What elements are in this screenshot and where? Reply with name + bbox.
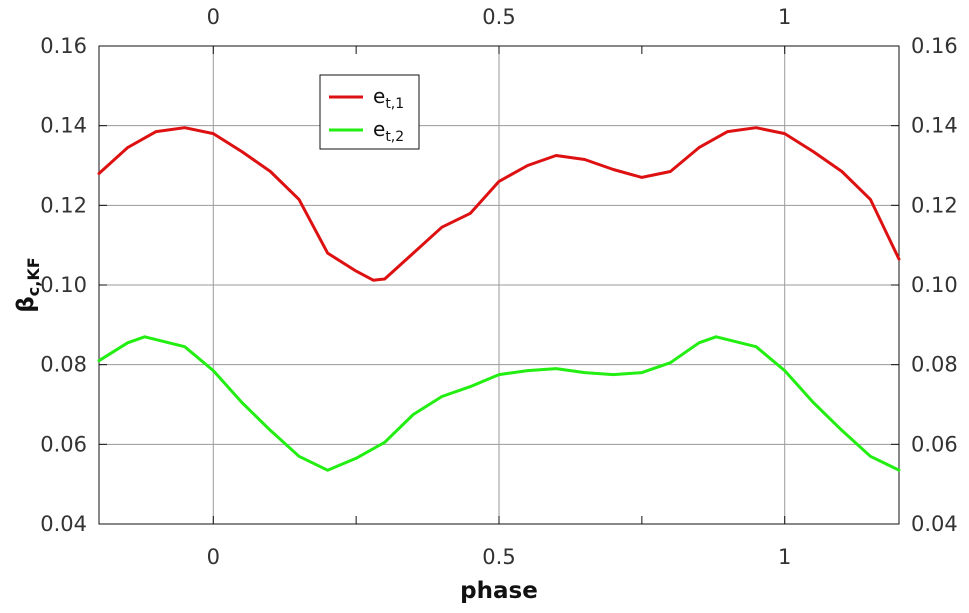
series-group (97, 126, 901, 472)
x-tick-label-top: 0 (207, 5, 220, 29)
legend-label-sub: t,1 (385, 96, 404, 112)
grid (99, 45, 899, 525)
y-tick-label-right: 0.16 (911, 34, 958, 58)
y-tick-label-right: 0.04 (911, 512, 958, 536)
tick-labels: 0 0 0.5 0.5 1 1 0.04 0.04 0.06 0.06 0.08 0.08 0.10 0.… (40, 5, 958, 569)
y-tick-label-right: 0.12 (911, 193, 958, 217)
y-tick-label-left: 0.14 (40, 114, 87, 138)
x-tick-label-bottom: 0 (207, 545, 220, 569)
y-tick-label-left: 0.08 (40, 353, 87, 377)
legend-label-1: et,1 (373, 84, 404, 112)
y-tick-label-right: 0.10 (911, 273, 958, 297)
y-tick-label-right: 0.06 (911, 432, 958, 456)
y-tick-label-right: 0.08 (911, 353, 958, 377)
x-tick-label-top: 0.5 (482, 5, 515, 29)
legend: et,1et,2 (319, 74, 420, 150)
x-tick-label-bottom: 0.5 (482, 545, 515, 569)
y-tick-label-right: 0.14 (911, 114, 958, 138)
y-tick-label-left: 0.04 (40, 512, 87, 536)
y-tick-label-left: 0.12 (40, 193, 87, 217)
x-tick-label-bottom: 1 (778, 545, 791, 569)
tick-marks (99, 45, 899, 525)
legend-label-2: et,2 (373, 117, 404, 145)
x-axis-title: phase (460, 578, 538, 604)
legend-label-main: e (373, 84, 385, 108)
legend-label-main: e (373, 117, 385, 141)
legend-label-sub: t,2 (385, 129, 404, 145)
y-axis-title-sub: c,KF (24, 257, 43, 296)
y-tick-label-left: 0.16 (40, 34, 87, 58)
series-line-2 (97, 335, 901, 472)
y-axis-title: βc,KF (13, 257, 43, 312)
y-tick-label-left: 0.06 (40, 432, 87, 456)
y-axis-title-main: β (13, 296, 39, 312)
y-tick-label-left: 0.10 (40, 273, 87, 297)
legend-box (319, 74, 420, 150)
x-tick-label-top: 1 (778, 5, 791, 29)
series-line-1 (97, 126, 901, 282)
